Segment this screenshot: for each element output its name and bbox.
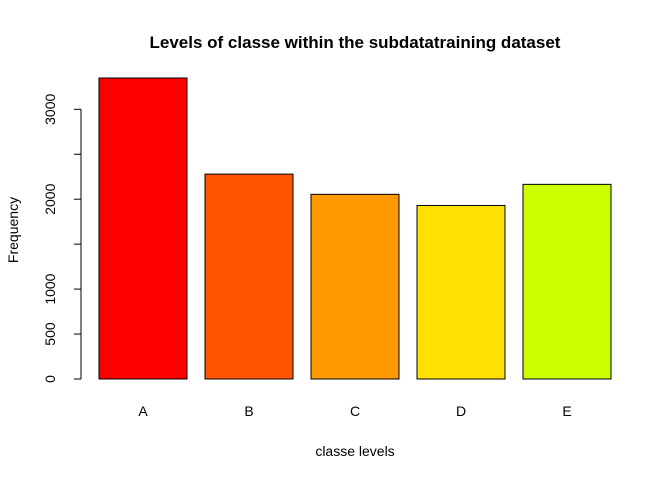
x-tick-labels: A B C D E (138, 403, 571, 419)
y-axis: 0 500 1000 2000 3000 (42, 94, 82, 383)
y-tick-label-1000: 1000 (42, 273, 58, 304)
bar-C (310, 193, 400, 380)
x-tick-label-B: B (244, 403, 253, 419)
y-tick-label-2000: 2000 (42, 183, 58, 214)
y-tick-label-500: 500 (42, 322, 58, 346)
x-tick-label-C: C (350, 403, 360, 419)
bars-group (98, 77, 612, 380)
bar-B (204, 173, 294, 380)
bar-D (416, 204, 506, 380)
y-tick-label-3000: 3000 (42, 94, 58, 125)
x-tick-label-D: D (456, 403, 466, 419)
y-tick-label-0: 0 (42, 375, 58, 383)
bar-E (522, 183, 612, 380)
x-tick-label-A: A (138, 403, 148, 419)
x-axis-label: classe levels (315, 443, 394, 459)
x-tick-label-E: E (562, 403, 571, 419)
chart-title: Levels of classe within the subdatatrain… (150, 33, 561, 52)
bar-A (98, 77, 188, 380)
y-axis-label: Frequency (5, 197, 21, 263)
